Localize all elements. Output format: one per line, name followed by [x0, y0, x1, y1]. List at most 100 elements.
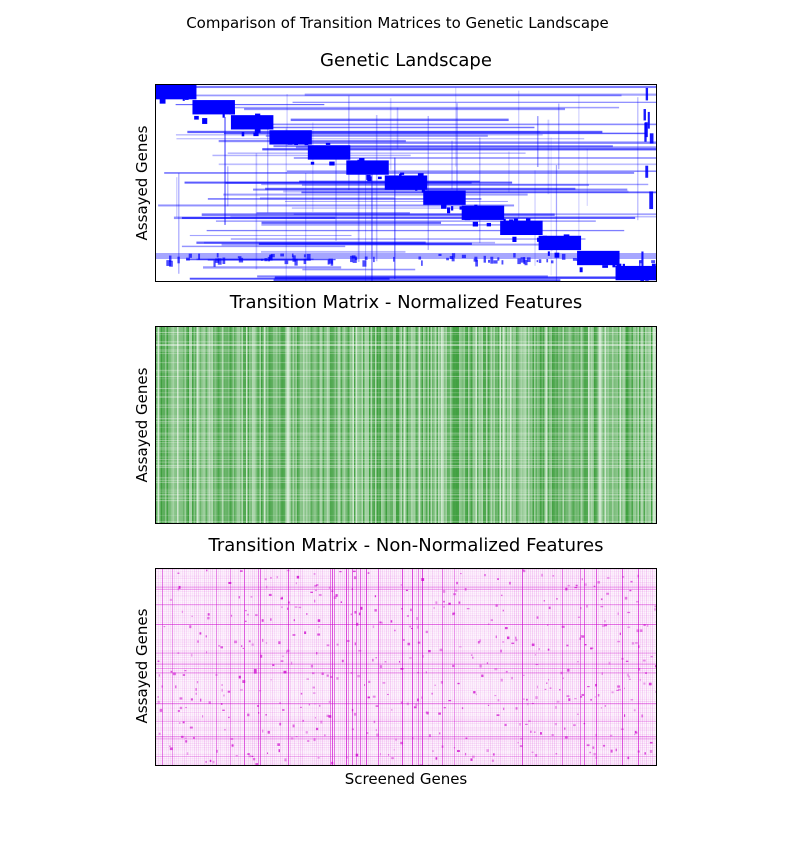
heatmap-row [156, 670, 656, 672]
heatmap-cell [313, 738, 316, 742]
heatmap-cell [432, 750, 434, 752]
heatmap-column [354, 569, 355, 765]
heatmap-cell [629, 678, 631, 680]
heatmap-column [643, 327, 645, 523]
heatmap-column [324, 569, 325, 765]
heatmap-column [428, 569, 429, 765]
diagonal-block [230, 115, 274, 130]
heatmap-cell [350, 255, 353, 263]
heatmap-column [244, 569, 245, 765]
heatmap-cell [272, 664, 275, 666]
heatmap-row-gap [156, 443, 656, 445]
heatmap-cell [228, 716, 230, 719]
heatmap-row-gap [156, 465, 656, 467]
heatmap-column [280, 569, 281, 765]
heatmap-column [318, 569, 319, 765]
heatmap-cell [331, 761, 334, 765]
heatmap-column [464, 569, 465, 765]
heatmap-column [348, 327, 350, 523]
heatmap-column [459, 327, 461, 523]
heatmap-cell [495, 604, 498, 607]
heatmap-cell [333, 596, 337, 600]
heatmap-column [626, 569, 627, 765]
block-edge-cell [622, 263, 625, 266]
heatmap-column [470, 569, 471, 765]
heatmap-column [384, 327, 386, 523]
heatmap-column [224, 569, 225, 765]
heatmap-cell [425, 671, 427, 674]
heatmap-row [156, 712, 656, 713]
heatmap-cell [504, 627, 508, 630]
heatmap-column [376, 569, 377, 765]
heatmap-column [570, 569, 571, 765]
heatmap-cell [451, 253, 456, 258]
heatmap-row [156, 692, 656, 693]
heatmap-column [460, 569, 461, 765]
heatmap-column [544, 327, 546, 523]
heatmap-row-stripe [206, 229, 625, 232]
diagonal-block [461, 205, 505, 220]
heatmap-cell [200, 698, 202, 702]
heatmap-column [352, 569, 353, 765]
heatmap-column [176, 569, 177, 765]
heatmap-column [474, 569, 475, 765]
block-edge-cell [287, 142, 293, 145]
heatmap-cell [543, 600, 545, 602]
heatmap-column [334, 327, 336, 523]
heatmap-column [565, 327, 567, 523]
heatmap-row [156, 654, 656, 656]
heatmap-cell [281, 596, 283, 599]
heatmap-column [615, 327, 617, 523]
heatmap-row [156, 738, 656, 740]
heatmap-column [424, 327, 426, 523]
heatmap-cell [303, 254, 306, 258]
heatmap-row-stripe [218, 163, 656, 166]
heatmap-column [232, 327, 234, 523]
heatmap-row [156, 580, 656, 581]
heatmap-column [598, 569, 599, 765]
heatmap-column [548, 569, 549, 765]
heatmap-cell [292, 255, 296, 262]
block-edge-cell [229, 109, 236, 115]
heatmap-column [310, 327, 312, 523]
heatmap-cell [534, 654, 536, 656]
heatmap-cell [561, 625, 565, 628]
heatmap-cell [636, 629, 640, 633]
heatmap-row-gap [156, 332, 656, 333]
heatmap-column [520, 327, 522, 523]
heatmap-cell [238, 675, 241, 679]
heatmap-column [180, 327, 182, 523]
heatmap-column [554, 569, 555, 765]
heatmap-row-stripe [164, 172, 635, 174]
heatmap-column [337, 327, 339, 523]
heatmap-cell [580, 696, 583, 698]
heatmap-column [289, 327, 291, 523]
heatmap-column [160, 569, 161, 765]
heatmap-column [484, 569, 485, 765]
heatmap-cell [538, 259, 542, 263]
heatmap-row [156, 732, 656, 733]
heatmap-column [502, 569, 503, 765]
heatmap-column [267, 327, 269, 523]
block-edge-cell [317, 149, 323, 154]
heatmap-column [654, 327, 656, 523]
heatmap-cell [470, 758, 473, 761]
heatmap-column [610, 569, 611, 765]
heatmap-row [156, 624, 656, 625]
heatmap-column [189, 327, 191, 523]
heatmap-cell [372, 695, 376, 698]
heatmap-cell [341, 659, 344, 663]
heatmap-cell [655, 690, 656, 693]
heatmap-column [238, 569, 239, 765]
heatmap-column [523, 327, 525, 523]
heatmap-cell [442, 589, 446, 593]
heatmap-cell [303, 258, 307, 265]
heatmap-cell [526, 257, 531, 263]
block-edge-cell [212, 105, 217, 111]
heatmap-row-gap [156, 481, 656, 483]
heatmap-row-stripe [207, 198, 482, 200]
heatmap-cell [546, 258, 549, 263]
block-edge-cell [226, 101, 232, 104]
heatmap-column [162, 569, 163, 765]
heatmap-cell [629, 589, 632, 592]
